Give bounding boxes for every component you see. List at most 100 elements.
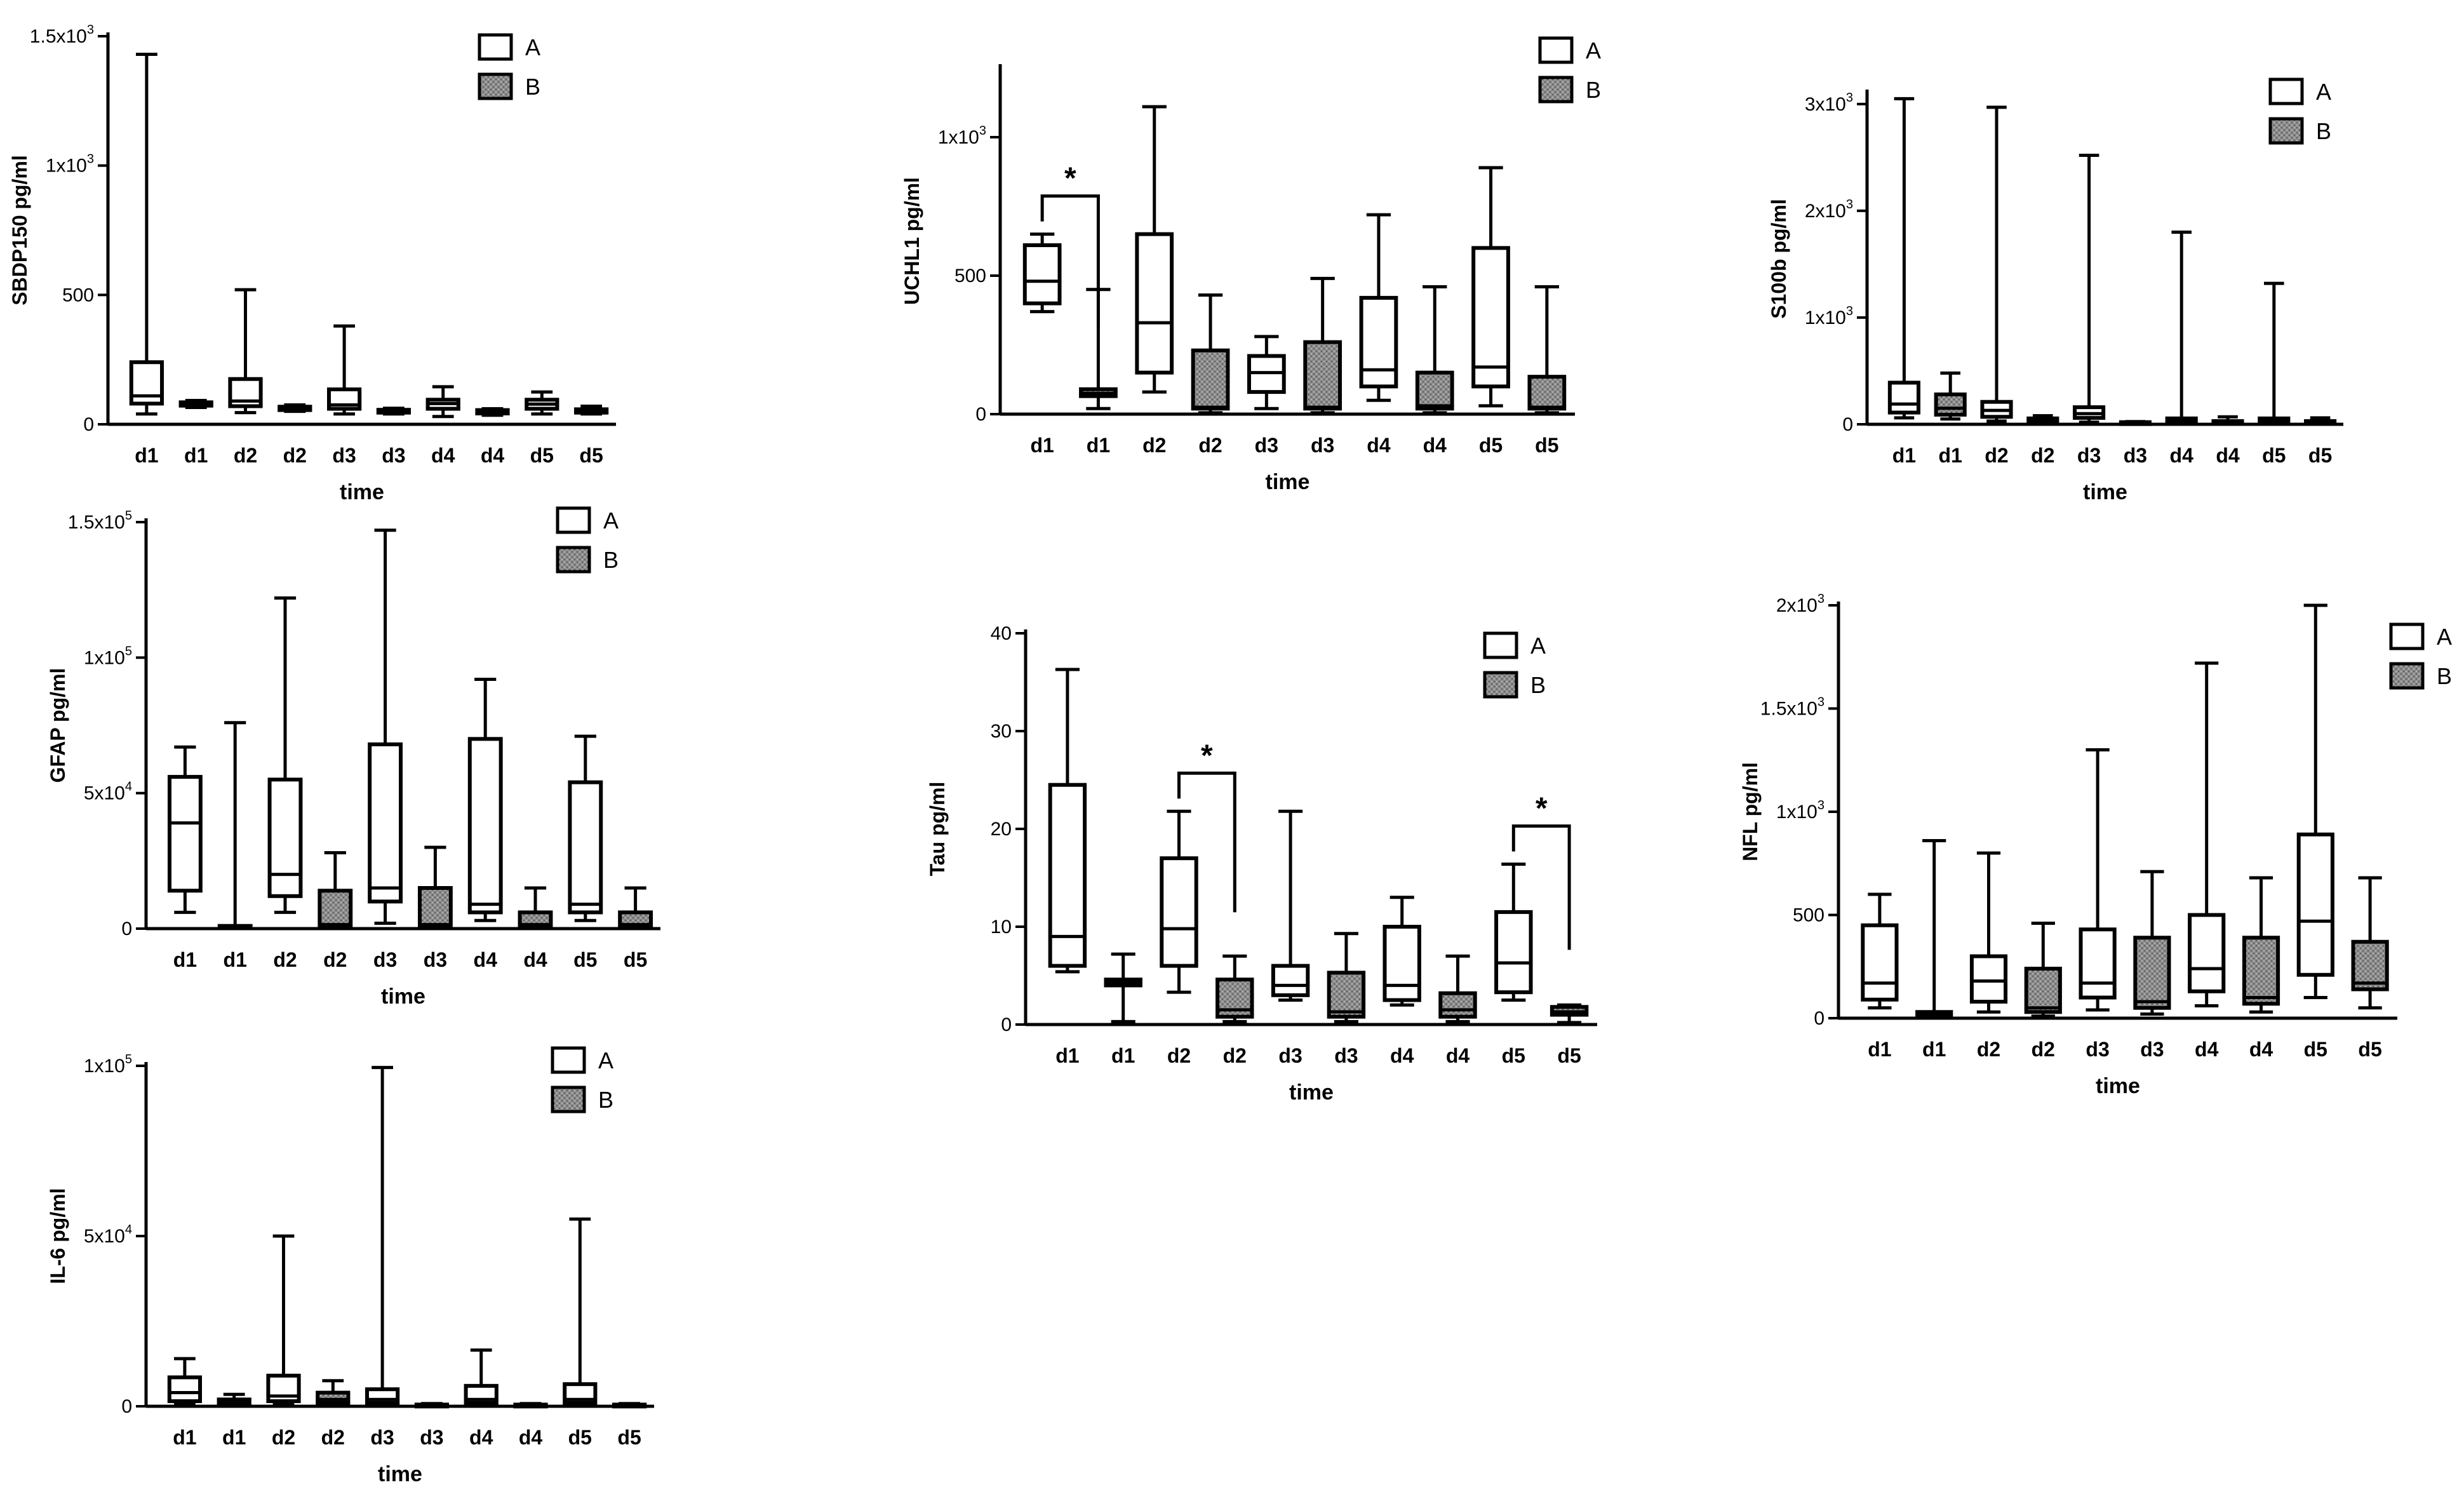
box-d3-A bbox=[2073, 153, 2106, 424]
box-iqr bbox=[1303, 340, 1342, 411]
box-d1-A bbox=[1022, 232, 1062, 314]
panel-gfap: 0 5x104 1x105 1.5x105 GFAP pg/ml d1 d1 d2 d2 d3 d3… bbox=[46, 506, 660, 1009]
box-d5-B bbox=[2351, 876, 2389, 1010]
box-d2-B bbox=[316, 1379, 351, 1406]
significance-bracket bbox=[1177, 771, 1236, 913]
legend-label-A: A bbox=[2316, 79, 2331, 105]
legend-label-A: A bbox=[1586, 37, 1601, 64]
y-axis-title: GFAP pg/ml bbox=[46, 668, 69, 783]
legend: AB bbox=[2389, 622, 2452, 690]
x-axis-title: time bbox=[381, 985, 425, 1009]
x-tick-label: d4 bbox=[469, 1426, 493, 1449]
box-d1-A bbox=[1048, 668, 1087, 974]
box-d1-A bbox=[129, 53, 164, 416]
x-tick-label: d1 bbox=[1111, 1044, 1135, 1067]
box-d2-A bbox=[228, 288, 263, 415]
legend: AB bbox=[478, 33, 540, 100]
box-d2-B bbox=[278, 403, 312, 413]
box-iqr bbox=[167, 1375, 203, 1403]
legend-swatch-A bbox=[556, 506, 591, 534]
y-tick-label: 1.5x105 bbox=[68, 509, 132, 533]
y-tick-label: 0 bbox=[1842, 414, 1853, 435]
y-tick-label: 2x103 bbox=[1776, 592, 1825, 616]
box-d4-A bbox=[2165, 230, 2198, 426]
box-iqr bbox=[1359, 295, 1398, 389]
y-tick-label: 0 bbox=[1814, 1008, 1825, 1029]
box-iqr bbox=[1191, 348, 1230, 411]
x-tick-label: d4 bbox=[2216, 444, 2240, 467]
box-d2-A bbox=[266, 1234, 301, 1406]
y-tick-label: 1x103 bbox=[1805, 304, 1853, 328]
box-d3-A bbox=[368, 528, 403, 925]
y-axis-title: UCHL1 pg/ml bbox=[901, 177, 923, 305]
box-iqr bbox=[2296, 832, 2334, 977]
box-d2-B bbox=[2024, 922, 2062, 1018]
box-iqr bbox=[1135, 232, 1174, 375]
x-tick-label: d1 bbox=[1055, 1044, 1079, 1067]
box-iqr bbox=[267, 777, 303, 898]
legend: AB bbox=[1483, 631, 1546, 699]
box-d5-B bbox=[1550, 1003, 1589, 1025]
y-tick-label: 40 bbox=[991, 623, 1012, 644]
box-iqr bbox=[1438, 991, 1477, 1019]
x-tick-label: d5 bbox=[579, 444, 603, 467]
box-iqr bbox=[568, 780, 603, 915]
box-d5-B bbox=[1527, 285, 1567, 415]
panel-s100b: 0 1x103 2x103 3x103 S100b pg/ml d1 d1 d2 d2 d3 d3 d… bbox=[1767, 77, 2343, 504]
box-d2-A bbox=[1969, 851, 2008, 1014]
box-iqr bbox=[2242, 936, 2280, 1006]
box-iqr bbox=[2024, 967, 2062, 1014]
box-d4-A bbox=[2188, 661, 2226, 1007]
x-axis-title: time bbox=[1289, 1080, 1334, 1105]
y-tick-label: 1x103 bbox=[46, 152, 94, 177]
x-tick-label: d3 bbox=[420, 1426, 443, 1449]
x-tick-label: d2 bbox=[1223, 1044, 1247, 1067]
box-iqr bbox=[167, 775, 203, 893]
legend-swatch-A bbox=[551, 1046, 586, 1074]
x-tick-label: d3 bbox=[2140, 1038, 2164, 1061]
box-iqr bbox=[1471, 246, 1510, 389]
box-d3-A bbox=[2079, 748, 2117, 1012]
x-tick-label: d2 bbox=[1167, 1044, 1191, 1067]
significance-bracket bbox=[1511, 824, 1571, 950]
legend-swatch-B bbox=[2268, 117, 2304, 145]
y-tick-label: 1.5x103 bbox=[30, 23, 94, 47]
box-iqr bbox=[1160, 856, 1198, 968]
x-tick-label: d1 bbox=[1087, 434, 1110, 457]
box-d4-A bbox=[425, 385, 460, 419]
legend-swatch-A bbox=[2268, 77, 2304, 105]
legend-swatch-B bbox=[551, 1086, 586, 1113]
box-d3-A bbox=[1247, 335, 1286, 410]
y-tick-label: 500 bbox=[62, 285, 94, 306]
x-tick-label: d5 bbox=[2262, 444, 2286, 467]
x-axis-title: time bbox=[1266, 470, 1310, 494]
y-tick-label: 500 bbox=[954, 266, 986, 286]
x-tick-label: d4 bbox=[474, 948, 498, 971]
legend: AB bbox=[551, 1046, 613, 1113]
x-tick-label: d2 bbox=[283, 444, 307, 467]
x-tick-label: d4 bbox=[481, 444, 505, 467]
panel-sbdp150: 0 500 1x103 1.5x103 SBDP150 pg/ml d1 d1 d2 d2 d3 d… bbox=[8, 23, 616, 504]
legend-label-B: B bbox=[603, 547, 619, 573]
x-tick-label: d3 bbox=[2077, 444, 2101, 467]
box-iqr bbox=[1022, 243, 1062, 306]
x-tick-label: d2 bbox=[2032, 1038, 2055, 1061]
x-tick-label: d3 bbox=[1334, 1044, 1358, 1067]
box-d1-B bbox=[1104, 952, 1142, 1023]
x-tick-label: d4 bbox=[2249, 1038, 2273, 1061]
x-tick-label: d5 bbox=[530, 444, 554, 467]
significance-star: * bbox=[1064, 162, 1076, 196]
box-d3-A bbox=[326, 324, 362, 416]
box-d3-A bbox=[365, 1066, 400, 1406]
y-axis-title: S100b pg/ml bbox=[1767, 199, 1790, 319]
y-tick-label: 5x104 bbox=[84, 1223, 132, 1247]
significance-bracket bbox=[1040, 194, 1100, 328]
x-tick-label: d2 bbox=[273, 948, 297, 971]
x-tick-label: d4 bbox=[1446, 1044, 1470, 1067]
y-tick-label: 2x103 bbox=[1805, 198, 1853, 222]
x-tick-label: d1 bbox=[1868, 1038, 1891, 1061]
x-tick-label: d3 bbox=[382, 444, 405, 467]
y-tick-label: 1.5x103 bbox=[1760, 696, 1825, 720]
box-d2-B bbox=[1191, 293, 1230, 415]
y-tick-label: 10 bbox=[991, 917, 1012, 938]
